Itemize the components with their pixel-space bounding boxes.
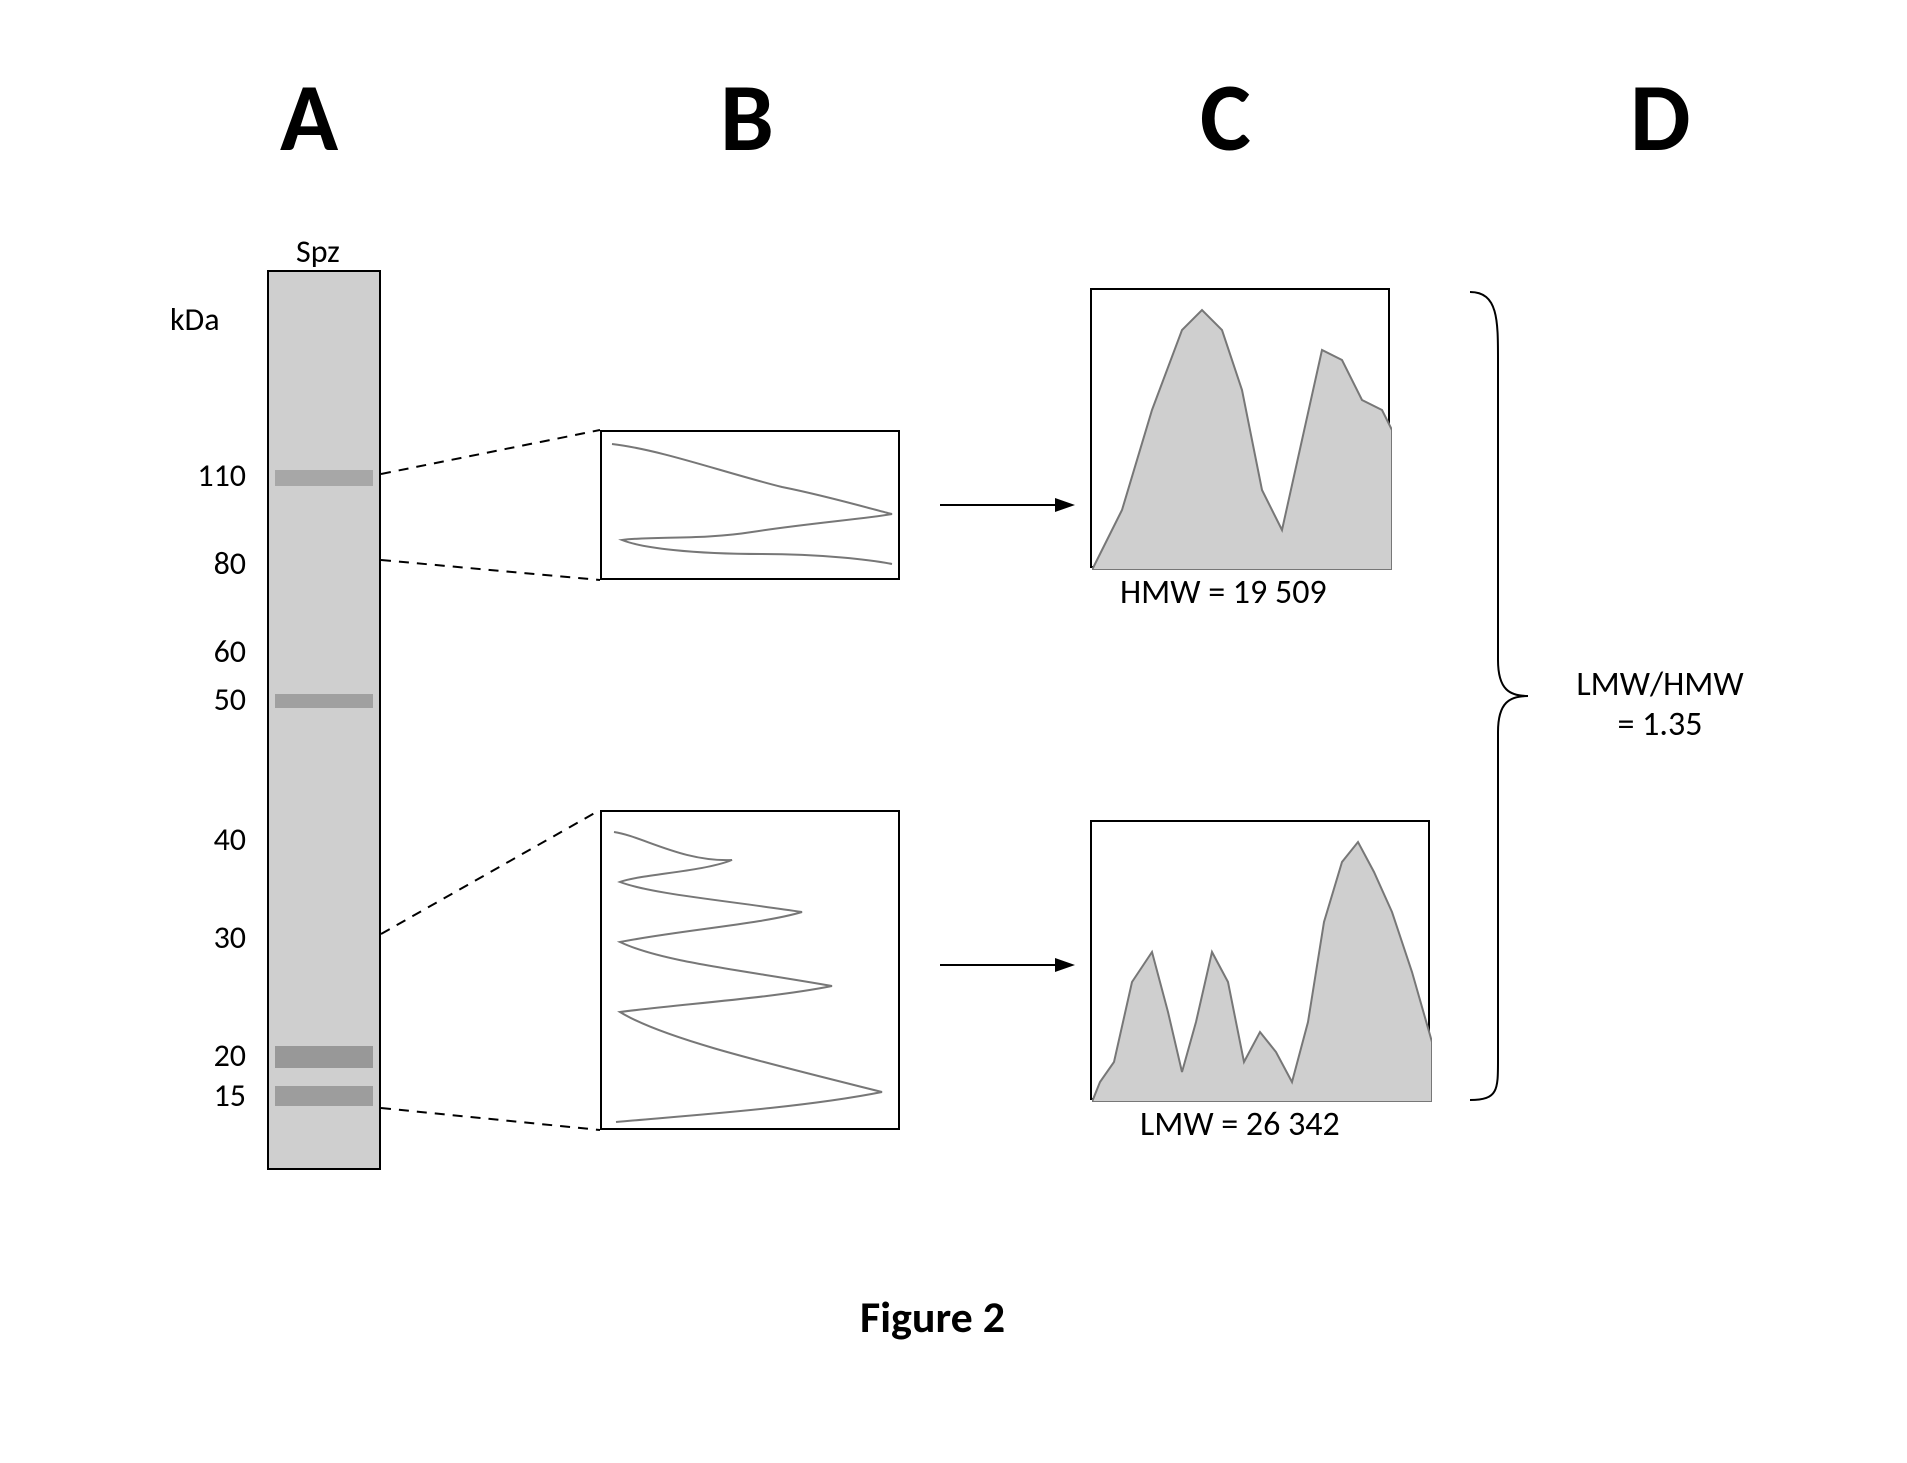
kda-marker: 80 [176, 544, 246, 583]
ratio-label-line2: = 1.35 [1550, 704, 1770, 745]
kda-label: kDa [170, 300, 220, 339]
kda-marker: 40 [176, 820, 246, 859]
hmw-value-label: HMW = 19 509 [1120, 572, 1327, 613]
kda-marker: 60 [176, 632, 246, 671]
trace-line-hmw [612, 444, 892, 564]
lane-header-spz: Spz [296, 232, 340, 271]
arrow-bottom [940, 958, 1075, 972]
gel-band [275, 470, 373, 486]
kda-marker: 110 [176, 456, 246, 495]
kda-marker: 15 [176, 1076, 246, 1115]
kda-marker: 30 [176, 918, 246, 957]
gel-band [275, 694, 373, 708]
panel-label-a: A [280, 70, 338, 166]
kda-marker: 20 [176, 1036, 246, 1075]
gel-band [275, 1046, 373, 1068]
panel-label-c: C [1200, 70, 1251, 166]
ratio-label-line1: LMW/HMW [1550, 664, 1770, 705]
area-path-lmw [1092, 842, 1432, 1102]
brace [1470, 292, 1528, 1100]
trace-box-lmw [600, 810, 900, 1130]
arrow-top [940, 498, 1075, 512]
trace-box-hmw [600, 430, 900, 580]
area-path-hmw [1092, 310, 1392, 570]
lmw-value-label: LMW = 26 342 [1140, 1104, 1340, 1145]
figure-caption: Figure 2 [860, 1290, 1005, 1344]
gel-band [275, 1086, 373, 1106]
area-box-lmw [1090, 820, 1430, 1100]
trace-line-lmw [614, 832, 882, 1122]
panel-label-d: D [1630, 70, 1691, 166]
area-box-hmw [1090, 288, 1390, 568]
kda-marker: 50 [176, 680, 246, 719]
gel-lane [267, 270, 381, 1170]
panel-label-b: B [720, 70, 774, 166]
